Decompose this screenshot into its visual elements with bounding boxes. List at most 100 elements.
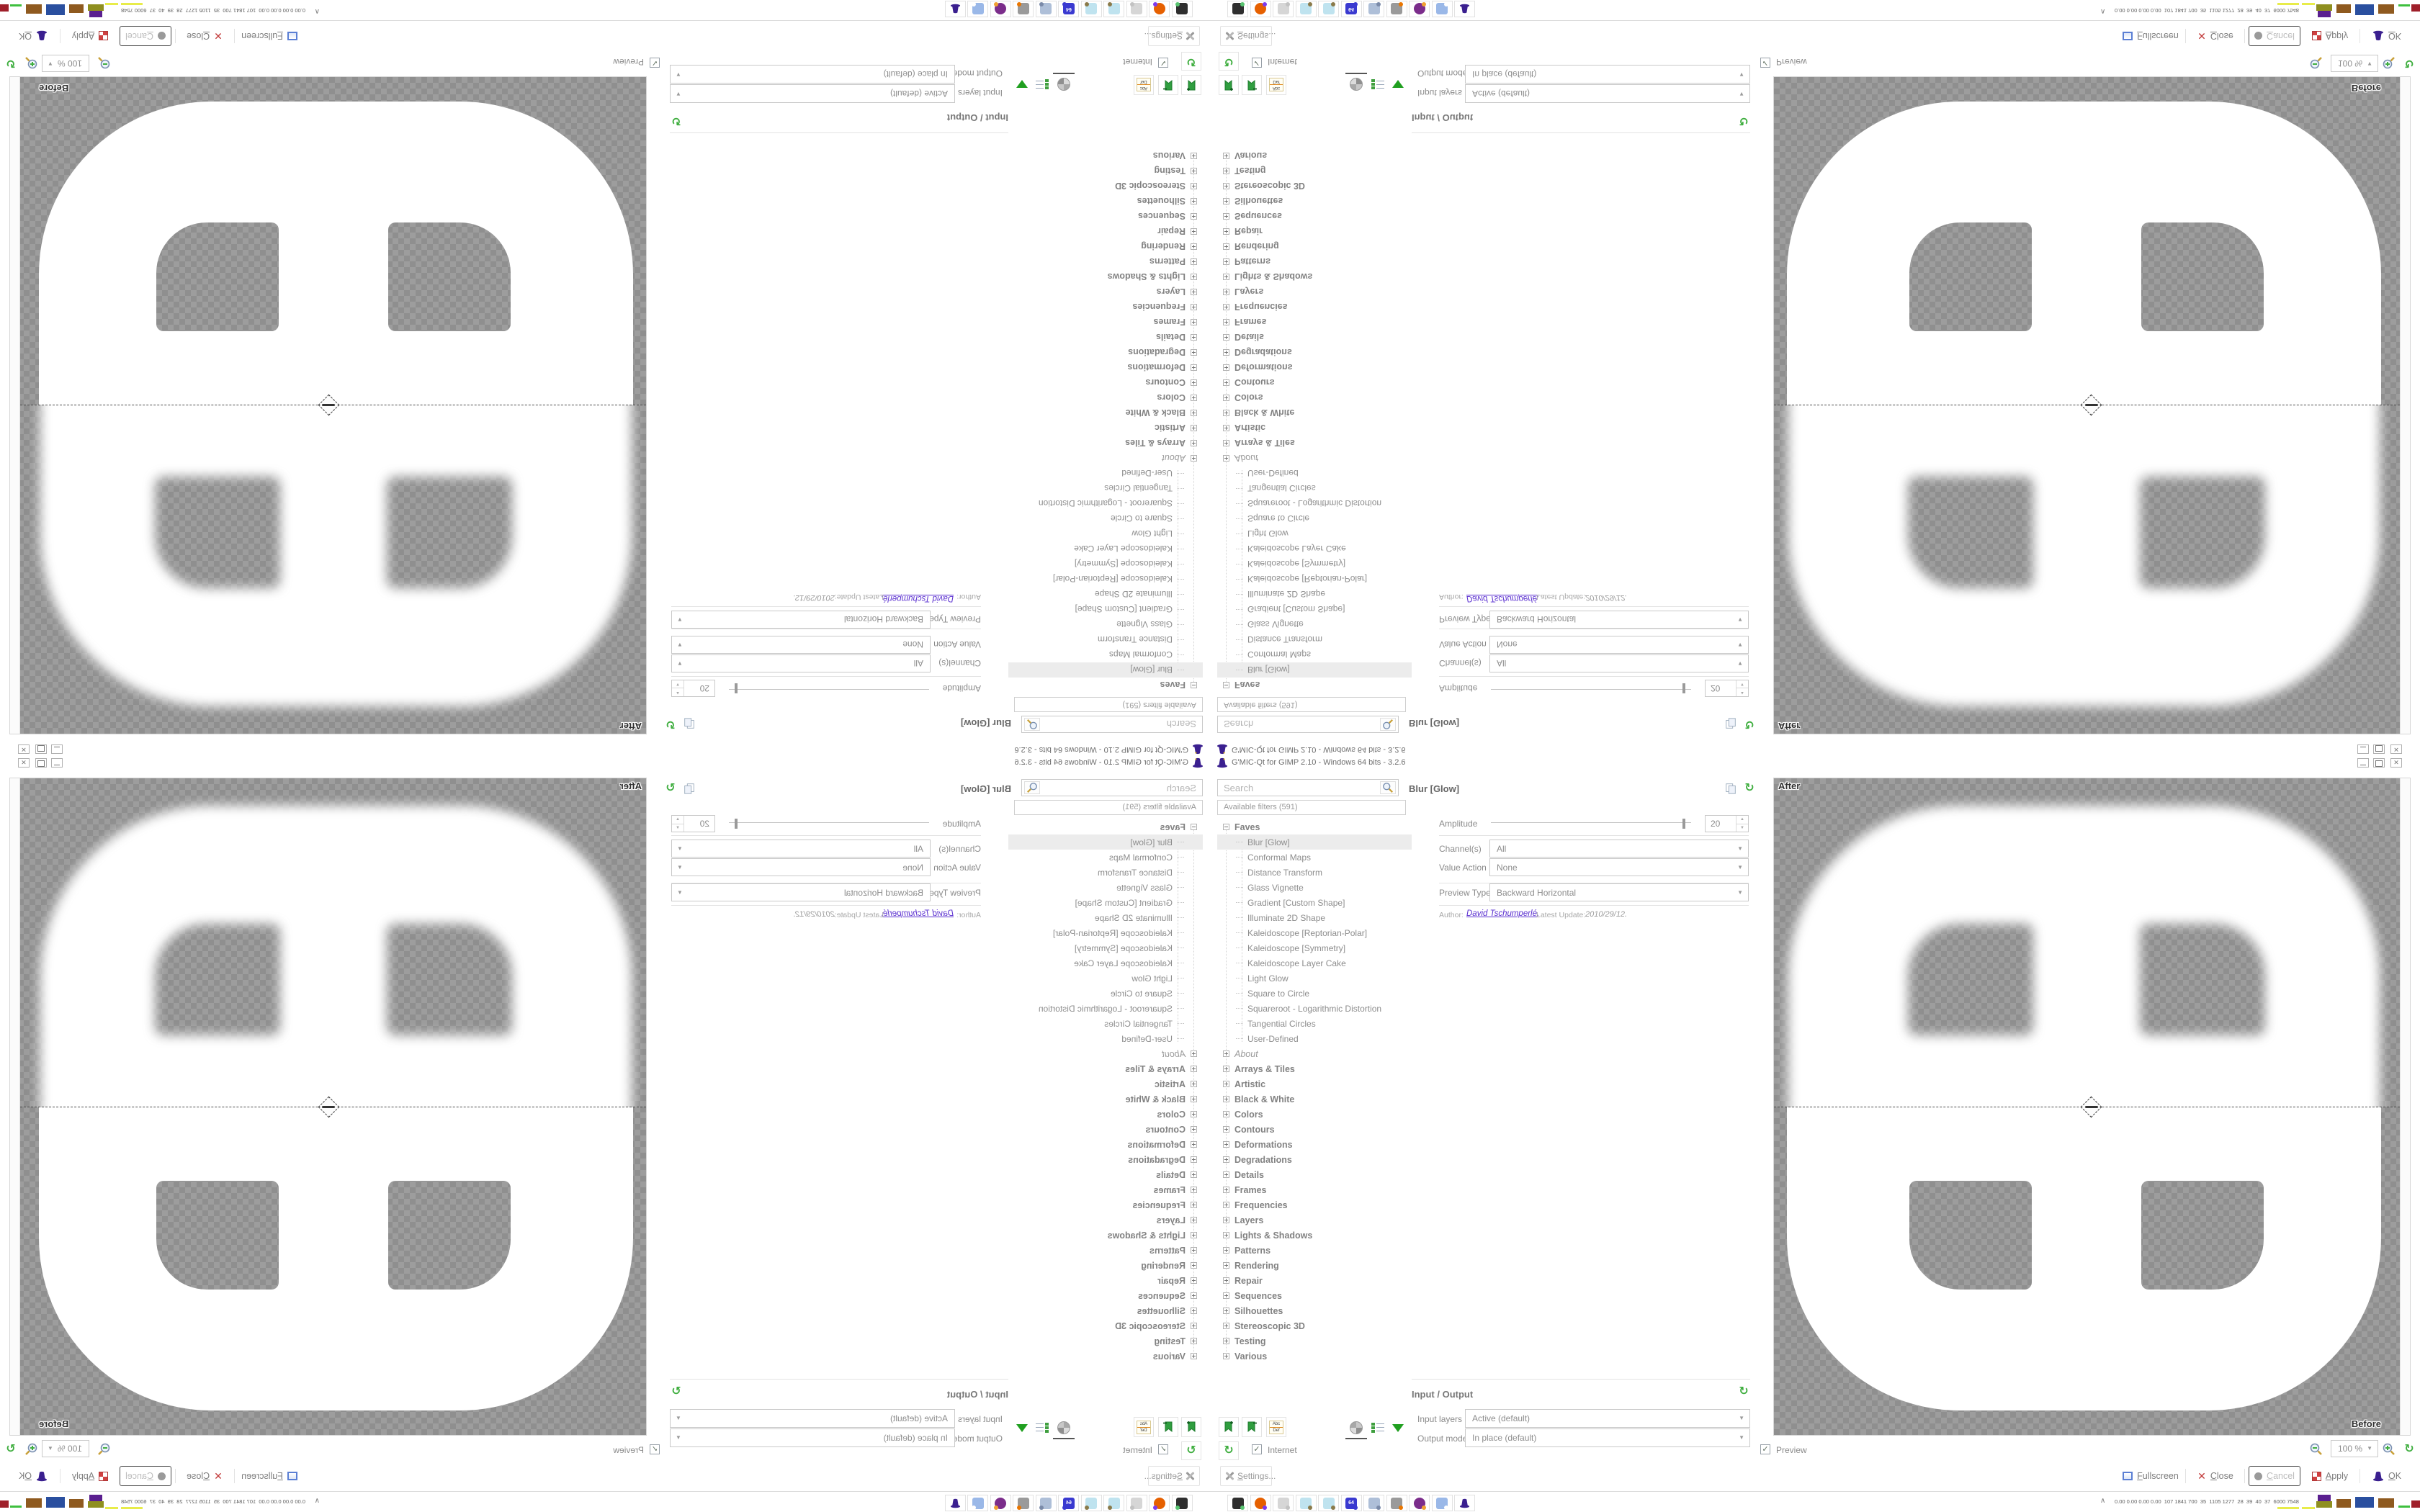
expander-icon[interactable]: [1191, 1202, 1197, 1208]
value-action-select[interactable]: None ▼: [1489, 858, 1749, 876]
filter-category[interactable]: Details: [1217, 330, 1412, 345]
internet-checkbox[interactable]: ✓: [1252, 1444, 1262, 1454]
fullscreen-button[interactable]: Fullscreen: [2119, 26, 2182, 46]
expander-icon[interactable]: [1191, 1323, 1197, 1329]
filter-category[interactable]: Sequences: [1008, 209, 1203, 224]
zoom-level-select[interactable]: 100 % ▼: [2331, 55, 2378, 72]
filter-category[interactable]: Frames: [1008, 315, 1203, 330]
filter-group-faves[interactable]: Faves: [1217, 678, 1412, 693]
search-input[interactable]: [1022, 716, 1202, 732]
filter-category[interactable]: Colors: [1008, 390, 1203, 405]
filter-item[interactable]: Distance Transform: [1008, 865, 1203, 880]
filter-category[interactable]: Lights & Shadows: [1217, 269, 1412, 284]
expander-icon[interactable]: [1191, 1111, 1197, 1117]
apply-button[interactable]: Apply: [63, 1466, 117, 1486]
gmic-hat-icon[interactable]: [945, 1495, 966, 1511]
filter-item[interactable]: Distance Transform: [1008, 632, 1203, 647]
expander-icon[interactable]: [1223, 319, 1229, 325]
expander-icon[interactable]: [1191, 319, 1197, 325]
floppy-64-icon[interactable]: 64: [1058, 1, 1080, 17]
update-filters-button[interactable]: ↻: [1181, 1441, 1201, 1460]
filter-category[interactable]: Arrays & Tiles: [1217, 436, 1412, 451]
cancel-button[interactable]: Cancel: [2249, 1466, 2300, 1486]
zoom-level-select[interactable]: 100 % ▼: [42, 55, 89, 72]
slider-handle[interactable]: [1682, 819, 1685, 829]
filter-category[interactable]: Colors: [1217, 1107, 1412, 1122]
filter-item[interactable]: Square to Circle: [1217, 986, 1412, 1001]
filter-category[interactable]: Degradations: [1008, 345, 1203, 360]
notepad-icon[interactable]: [1295, 1, 1317, 17]
firefox-icon[interactable]: [1149, 1, 1170, 17]
owl-icon[interactable]: [1409, 1, 1430, 17]
filter-item[interactable]: Light Glow: [1008, 526, 1203, 541]
expander-icon[interactable]: [1223, 289, 1229, 295]
update-filters-button[interactable]: ↻: [1219, 1441, 1239, 1460]
view-mode-dial-icon[interactable]: [1054, 1418, 1073, 1437]
expander-icon[interactable]: [1191, 183, 1197, 189]
expander-icon[interactable]: [1191, 824, 1197, 830]
tray-expand-icon[interactable]: ∧: [314, 1497, 320, 1505]
filter-category[interactable]: Black & White: [1217, 405, 1412, 420]
expander-icon[interactable]: [1191, 1141, 1197, 1148]
search-input[interactable]: [1218, 780, 1398, 796]
expander-icon[interactable]: [1223, 168, 1229, 174]
search-input[interactable]: [1022, 780, 1202, 796]
filter-category[interactable]: Arrays & Tiles: [1217, 1061, 1412, 1076]
cancel-button[interactable]: Cancel: [120, 26, 171, 46]
expander-icon[interactable]: [1191, 1277, 1197, 1284]
expander-icon[interactable]: [1223, 1141, 1229, 1148]
close-window-icon[interactable]: [2390, 758, 2402, 768]
filter-category[interactable]: Details: [1217, 1167, 1412, 1182]
filter-item[interactable]: Distance Transform: [1217, 632, 1412, 647]
calculator-icon[interactable]: [1431, 1495, 1453, 1511]
author-link[interactable]: David Tschumperlé.: [1466, 909, 1540, 918]
filter-category[interactable]: Artistic: [1217, 420, 1412, 436]
slider-handle[interactable]: [735, 819, 738, 829]
expander-icon[interactable]: [1223, 349, 1229, 356]
slider-handle[interactable]: [1682, 683, 1685, 693]
rename-fave-button[interactable]: Abc Def: [1134, 1417, 1154, 1437]
preview-checkbox[interactable]: ✓: [1760, 58, 1770, 68]
filter-item[interactable]: Tangential Circles: [1217, 1016, 1412, 1031]
filter-item[interactable]: Light Glow: [1008, 971, 1203, 986]
filter-category[interactable]: Patterns: [1217, 254, 1412, 269]
expander-icon[interactable]: [1223, 1096, 1229, 1102]
expander-icon[interactable]: [1191, 1081, 1197, 1087]
expander-icon[interactable]: [1191, 440, 1197, 446]
internet-checkbox[interactable]: ✓: [1158, 58, 1168, 68]
floppy-64-icon[interactable]: 64: [1340, 1, 1362, 17]
filter-group-faves[interactable]: Faves: [1217, 819, 1412, 834]
filter-category[interactable]: Layers: [1217, 1212, 1412, 1228]
firefox-icon[interactable]: [1250, 1495, 1271, 1511]
view-mode-checklist-icon[interactable]: [1368, 75, 1387, 94]
expander-icon[interactable]: [1191, 1338, 1197, 1344]
expander-icon[interactable]: [1223, 1202, 1229, 1208]
expander-icon[interactable]: [1223, 258, 1229, 265]
zoom-out-icon[interactable]: [2308, 55, 2325, 71]
filter-item[interactable]: Illuminate 2D Shape: [1217, 910, 1412, 925]
expander-icon[interactable]: [1223, 1232, 1229, 1238]
collapse-all-icon[interactable]: [1013, 75, 1031, 94]
filter-category[interactable]: Testing: [1217, 1333, 1412, 1349]
expander-icon[interactable]: [1223, 1262, 1229, 1269]
filter-category[interactable]: Colors: [1008, 1107, 1203, 1122]
filter-category[interactable]: Degradations: [1008, 1152, 1203, 1167]
expander-icon[interactable]: [1223, 1308, 1229, 1314]
dark-app-icon[interactable]: [1172, 1495, 1193, 1511]
filter-category[interactable]: Patterns: [1008, 254, 1203, 269]
expander-icon[interactable]: [1191, 1308, 1197, 1314]
expander-icon[interactable]: [1191, 455, 1197, 462]
copy-command-icon[interactable]: [1723, 716, 1739, 732]
spinner-icons[interactable]: ▲ ▼: [672, 816, 684, 832]
expander-icon[interactable]: [1191, 395, 1197, 401]
expander-icon[interactable]: [1223, 1353, 1229, 1359]
internet-checkbox[interactable]: ✓: [1252, 58, 1262, 68]
close-button[interactable]: ✕ Close: [179, 26, 230, 46]
expander-icon[interactable]: [1191, 682, 1197, 688]
filter-group-faves[interactable]: Faves: [1008, 819, 1203, 834]
expander-icon[interactable]: [1223, 274, 1229, 280]
expander-icon[interactable]: [1191, 1156, 1197, 1163]
expander-icon[interactable]: [1191, 1066, 1197, 1072]
filter-category[interactable]: Sequences: [1217, 209, 1412, 224]
filter-category[interactable]: Artistic: [1008, 1076, 1203, 1092]
